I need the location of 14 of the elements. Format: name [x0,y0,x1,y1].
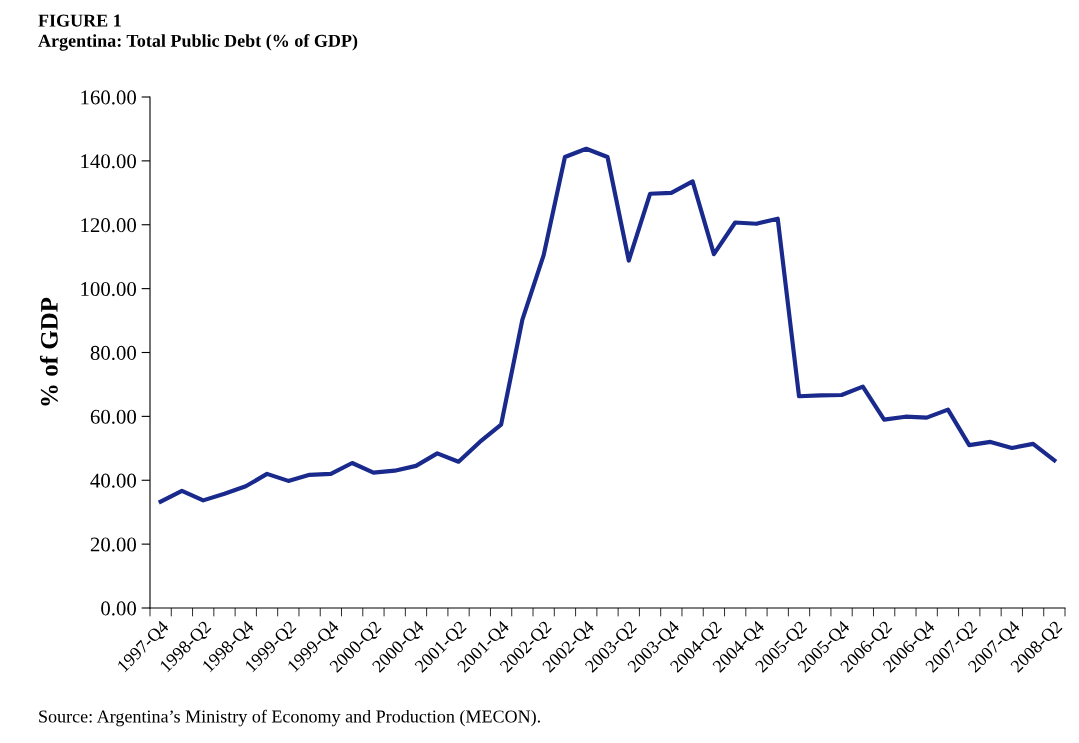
y-tick-label: 100.00 [81,282,137,297]
y-tick-label: 160.00 [81,90,137,105]
y-tick-label: 60.00 [90,409,137,424]
line-series [158,146,1057,504]
y-tick-label: 120.00 [81,218,137,233]
chart-subtitle: Argentina: Total Public Debt (% of GDP) [38,34,358,51]
source-note: Source: Argentina’s Ministry of Economy and Production (MECON). [39,709,540,727]
y-axis-title: % of GDP [39,297,58,406]
y-tick-label: 40.00 [90,473,137,488]
chart-title: FIGURE 1 [38,14,121,27]
y-tick-label: 140.00 [81,154,137,169]
y-tick-label: 20.00 [90,537,137,552]
y-tick-label: 80.00 [90,345,137,361]
y-tick-label: 0.00 [101,601,137,616]
